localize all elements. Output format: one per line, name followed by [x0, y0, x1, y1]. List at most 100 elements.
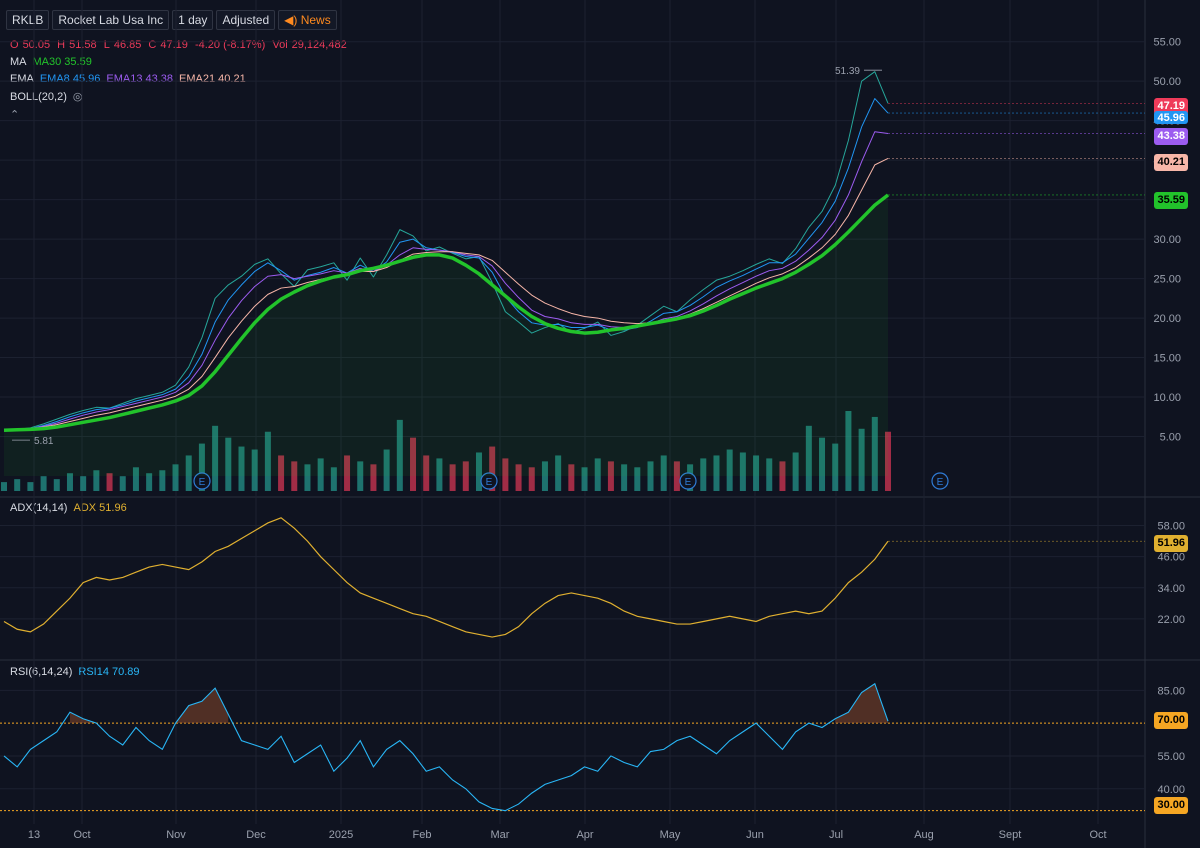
earnings-marker-icon: [931, 472, 949, 490]
ema21-line: [3, 158, 889, 431]
ema13-price-tag: 43.38: [1154, 128, 1188, 145]
adx-axis-tick-label: 46.00: [1157, 552, 1185, 564]
volume-bar: [515, 464, 522, 491]
x-axis-tick-label: 13: [28, 829, 40, 841]
price-axis-tick-label: 55.00: [1153, 37, 1181, 49]
x-axis-tick-label: Oct: [73, 829, 90, 841]
x-axis-tick-label: Jun: [746, 829, 764, 841]
ma-legend-label: MA: [10, 56, 27, 68]
volume-bar: [713, 455, 720, 491]
ema8-legend: EMA8 45.96: [39, 73, 101, 85]
x-axis-tick-label: Sept: [999, 829, 1022, 841]
volume-bar: [106, 473, 113, 491]
price-axis-tick-label: 15.00: [1153, 353, 1181, 365]
boll-legend-label: BOLL(20,2): [10, 91, 67, 103]
close-line: [3, 71, 889, 431]
x-axis-tick-label: Mar: [491, 829, 510, 841]
volume-bar: [251, 449, 258, 491]
x-axis-tick-label: Apr: [576, 829, 593, 841]
earnings-marker-icon: [480, 472, 498, 490]
adx-value-tag: 51.96: [1154, 535, 1188, 552]
rsi-overbought-fill: [175, 688, 229, 724]
volume-bar: [317, 458, 324, 491]
volume-bar: [660, 455, 667, 491]
news-chip[interactable]: ◀) News: [278, 10, 337, 30]
volume-bar: [27, 482, 34, 491]
volume-bar: [370, 464, 377, 491]
volume-bar: [278, 455, 285, 491]
x-axis-tick-label: May: [660, 829, 681, 841]
volume-bar: [726, 449, 733, 491]
volume-bar: [462, 461, 469, 491]
rsi-line: [3, 682, 889, 812]
x-axis-tick-label: Aug: [914, 829, 934, 841]
volume-bar: [238, 446, 245, 491]
volume-bar: [449, 464, 456, 491]
adx-legend-value: ADX 51.96: [73, 502, 127, 514]
adx-axis-tick-label: 22.00: [1157, 614, 1185, 626]
x-axis-tick-label: Oct: [1089, 829, 1106, 841]
ema13-legend: EMA13 43.38: [106, 73, 174, 85]
volume-bar: [792, 452, 799, 491]
volume-bar: [871, 416, 878, 491]
rsi-lower-tag: 30.00: [1154, 797, 1188, 814]
ma30-price-tag: 35.59: [1154, 192, 1188, 209]
volume-bar: [779, 461, 786, 491]
earnings-marker-label: E: [937, 477, 944, 488]
x-axis-tick-label: 2025: [329, 829, 353, 841]
volume-bar: [383, 449, 390, 491]
volume-bar: [146, 473, 153, 491]
ma-legend: MA MA30 35.59: [10, 56, 98, 68]
eye-hidden-icon[interactable]: ◎: [72, 91, 83, 103]
collapse-legend-icon[interactable]: ⌃: [10, 109, 20, 121]
rsi-legend: RSI(6,14,24) RSI14 70.89: [10, 666, 146, 678]
rsi-axis-tick-label: 85.00: [1157, 685, 1185, 697]
ema21-legend: EMA21 40.21: [179, 73, 246, 85]
ema13-line: [3, 131, 889, 431]
ma30-legend: MA30 35.59: [32, 56, 92, 68]
high-marker-label: 51.39: [835, 66, 860, 77]
volume-bar: [172, 464, 179, 491]
price-axis-tick-label: 25.00: [1153, 274, 1181, 286]
volume-bar: [647, 461, 654, 491]
volume-bar: [581, 467, 588, 491]
price-axis-tick-label: 50.00: [1153, 76, 1181, 88]
volume-bar: [621, 464, 628, 491]
volume-bar: [753, 455, 760, 491]
volume-bar: [673, 461, 680, 491]
volume-bar: [304, 464, 311, 491]
rsi-axis-tick-label: 40.00: [1157, 784, 1185, 796]
volume-bar: [739, 452, 746, 491]
volume-bar: [489, 446, 496, 491]
x-axis-tick-label: Feb: [413, 829, 432, 841]
volume-bar: [185, 455, 192, 491]
volume-bar: [436, 458, 443, 491]
high-label: H: [57, 39, 66, 51]
volume-bar: [132, 467, 139, 491]
volume-bar: [423, 455, 430, 491]
low-label: L: [103, 39, 110, 51]
rsi-overbought-fill: [69, 712, 97, 724]
volume-bar: [1, 482, 7, 491]
interval-chip[interactable]: 1 day: [172, 10, 214, 30]
x-axis-tick-label: Nov: [166, 829, 186, 841]
adx-axis-tick-label: 58.00: [1157, 521, 1185, 533]
volume-bar: [885, 431, 891, 491]
volume-bar: [541, 461, 548, 491]
symbol-chip[interactable]: RKLB: [6, 10, 50, 30]
earnings-marker-label: E: [685, 477, 692, 488]
volume-bar: [291, 461, 298, 491]
adjusted-chip[interactable]: Adjusted: [216, 10, 276, 30]
rsi-axis-tick-label: 55.00: [1157, 751, 1185, 763]
volume-bar: [845, 411, 852, 491]
ema-legend-label: EMA: [10, 73, 34, 85]
news-label: News: [300, 13, 331, 27]
volume-bar: [410, 437, 417, 491]
earnings-marker-icon: [193, 472, 211, 490]
volume-bar: [805, 425, 812, 491]
volume-bar: [198, 443, 205, 491]
boll-legend: BOLL(20,2) ◎: [10, 90, 88, 103]
volume-bar: [594, 458, 601, 491]
price-axis-tick-label: 20.00: [1153, 313, 1181, 325]
